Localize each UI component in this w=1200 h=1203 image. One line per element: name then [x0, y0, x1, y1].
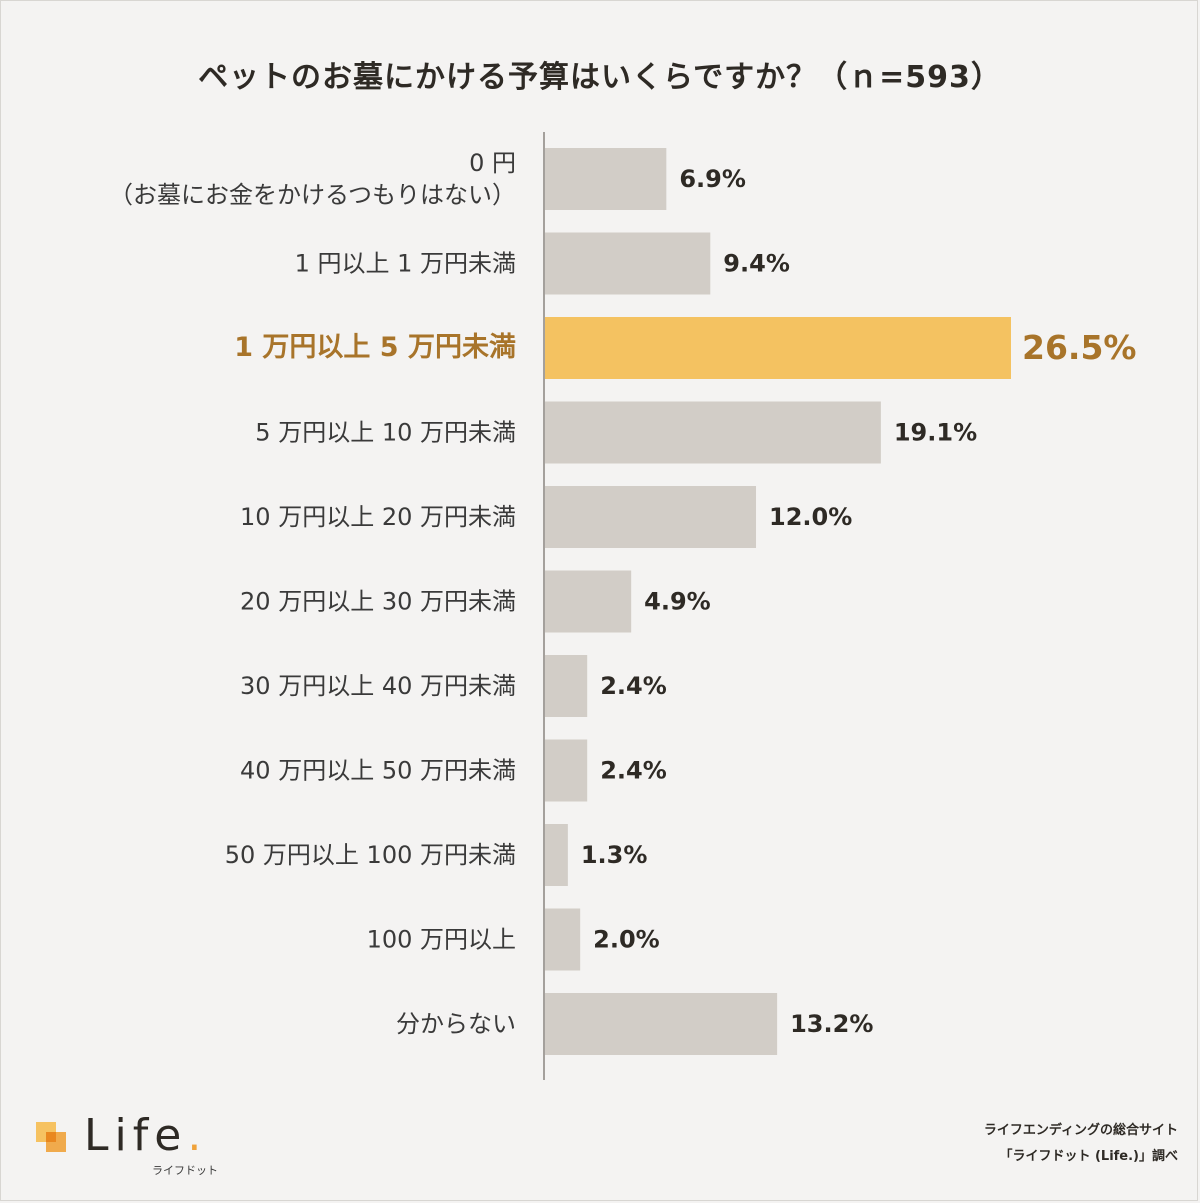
category-label-7: 40 万円以上 50 万円未満 — [240, 757, 516, 785]
value-label-1: 9.4% — [723, 250, 790, 278]
value-label-10: 13.2% — [790, 1010, 873, 1038]
category-label-4: 10 万円以上 20 万円未満 — [240, 503, 516, 531]
bar-9 — [545, 908, 581, 971]
bar-8 — [545, 824, 568, 886]
category-label-3: 5 万円以上 10 万円未満 — [255, 419, 516, 447]
bar-10 — [545, 993, 778, 1055]
category-label-6: 30 万円以上 40 万円未満 — [240, 672, 516, 700]
value-label-2: 26.5% — [1022, 328, 1137, 367]
value-label-5: 4.9% — [644, 588, 711, 616]
credit-line-1: ライフエンディングの総合サイト — [983, 1123, 1178, 1138]
value-label-8: 1.3% — [581, 841, 648, 869]
logo-subtitle: ライフドット — [152, 1164, 218, 1177]
category-label-1: 1 円以上 1 万円未満 — [295, 250, 516, 278]
bar-4 — [545, 486, 757, 548]
logo-mark-icon — [36, 1122, 70, 1156]
credit-line-2: 「ライフドット (Life.)」調べ — [999, 1149, 1178, 1164]
category-label-10: 分からない — [396, 1010, 516, 1038]
logo-wordmark: Life. — [84, 1110, 208, 1161]
bar-5 — [545, 570, 632, 633]
bar-1 — [545, 232, 711, 295]
bar-2 — [545, 317, 1011, 379]
category-label-9: 100 万円以上 — [367, 926, 516, 954]
value-label-3: 19.1% — [894, 419, 977, 447]
bar-3 — [545, 401, 881, 464]
value-label-6: 2.4% — [600, 672, 667, 700]
source-credit: ライフエンディングの総合サイト 「ライフドット (Life.)」調べ — [984, 1118, 1178, 1170]
category-label-0-line-1: （お墓にお金をかけるつもりはない） — [109, 181, 516, 209]
value-label-7: 2.4% — [600, 757, 667, 785]
category-label-0-line-0: 0 円 — [469, 149, 516, 177]
category-label-5: 20 万円以上 30 万円未満 — [240, 588, 516, 616]
bar-6 — [545, 655, 588, 717]
bar-0 — [545, 148, 667, 210]
category-label-2: 1 万円以上 5 万円未満 — [234, 332, 516, 363]
chart-title: ペットのお墓にかける予算はいくらですか？（ｎ=593） — [198, 60, 1002, 95]
value-label-0: 6.9% — [679, 165, 746, 193]
bar-7 — [545, 739, 588, 802]
category-label-8: 50 万円以上 100 万円未満 — [225, 841, 516, 869]
value-label-9: 2.0% — [593, 926, 660, 954]
life-logo: Life. ライフドット — [34, 1110, 234, 1182]
value-label-4: 12.0% — [769, 503, 852, 531]
